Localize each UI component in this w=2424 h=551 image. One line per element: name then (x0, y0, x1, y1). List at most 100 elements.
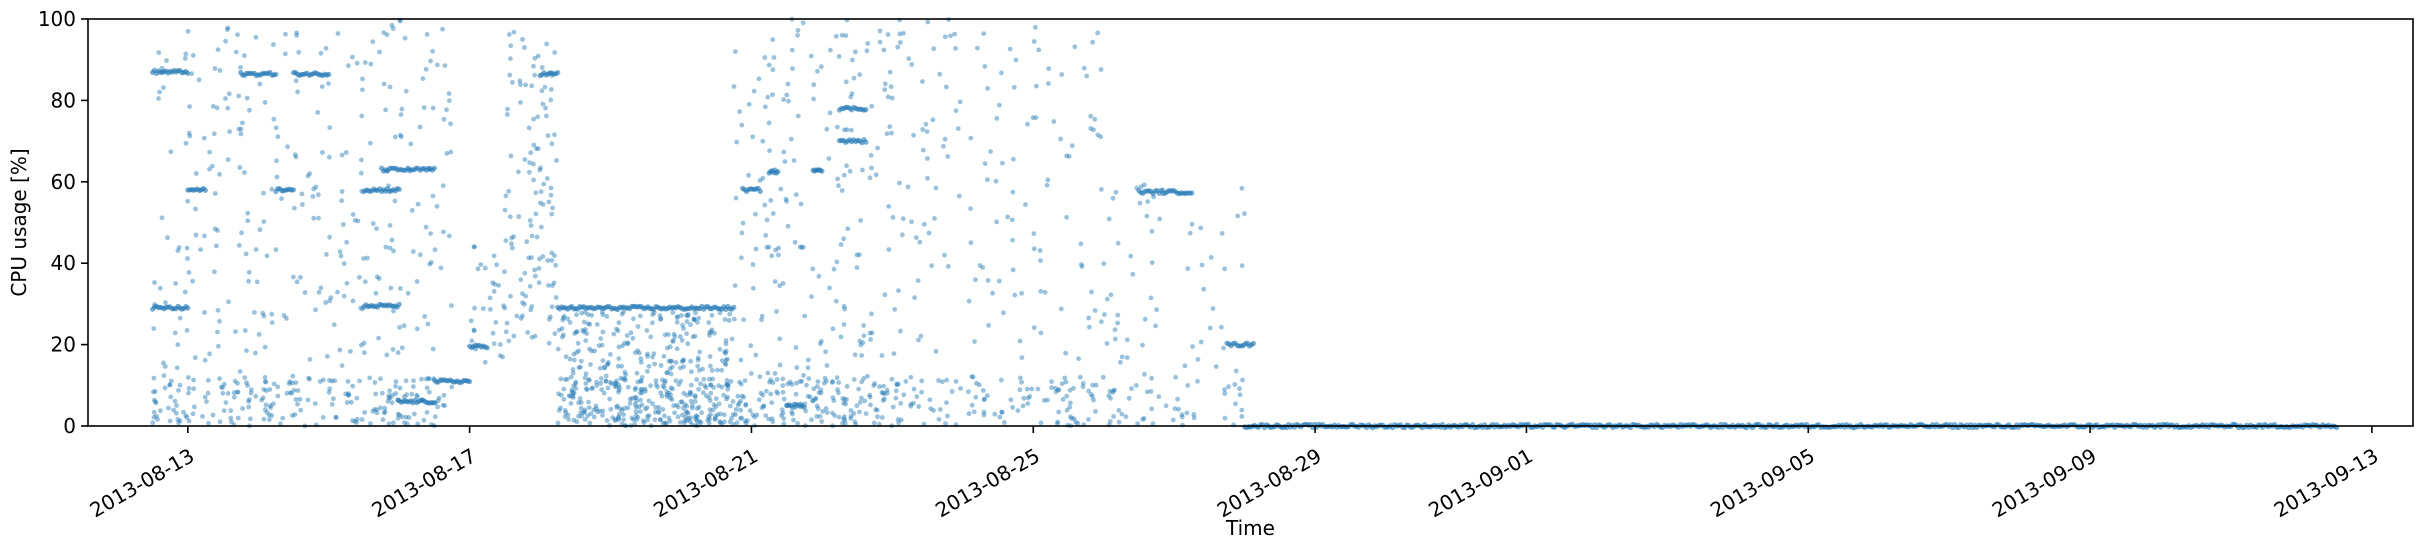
data-point (1025, 121, 1030, 127)
data-point (684, 319, 690, 324)
data-point (710, 407, 716, 413)
data-point (697, 419, 703, 424)
data-point (329, 378, 335, 384)
data-point (269, 186, 275, 192)
data-point (666, 358, 672, 364)
data-point (781, 421, 787, 427)
data-point (354, 60, 360, 66)
data-point (835, 124, 840, 130)
data-point (573, 381, 578, 387)
data-point (1221, 345, 1226, 351)
data-point (1123, 414, 1129, 420)
x-tick-label: 2013-08-29 (1213, 443, 1326, 522)
data-point (166, 405, 171, 411)
data-point (1059, 72, 1065, 77)
data-point (271, 42, 276, 47)
data-point (523, 82, 528, 88)
data-point (1049, 379, 1054, 384)
data-point (175, 342, 181, 348)
data-point (861, 333, 867, 339)
data-point (1116, 419, 1122, 425)
data-point (895, 417, 901, 422)
data-point (684, 410, 690, 415)
data-point (215, 228, 220, 233)
data-point (830, 380, 835, 385)
data-point (843, 79, 849, 85)
data-point (727, 419, 733, 425)
data-point (220, 390, 226, 396)
data-point (588, 411, 594, 416)
data-point (260, 395, 266, 401)
data-point (1102, 312, 1107, 317)
data-point (546, 199, 552, 205)
data-point (763, 388, 769, 394)
data-point (731, 316, 737, 322)
data-point (1145, 199, 1151, 205)
data-point (548, 97, 554, 103)
data-point (639, 402, 645, 408)
data-point (787, 379, 793, 385)
data-point (844, 163, 849, 169)
data-point (805, 365, 811, 371)
data-point (956, 193, 962, 199)
data-point (235, 415, 241, 421)
data-point (715, 367, 720, 373)
data-point (217, 419, 223, 425)
data-point (723, 348, 729, 354)
data-point (613, 381, 619, 386)
data-point (328, 295, 334, 301)
data-point (523, 293, 529, 299)
data-point (908, 403, 914, 409)
data-point (583, 327, 588, 332)
data-point (785, 223, 791, 229)
data-point (210, 412, 216, 418)
data-point (587, 346, 592, 352)
data-point (970, 374, 976, 380)
data-point (945, 154, 951, 159)
data-point (1207, 325, 1213, 331)
data-point (1226, 384, 1231, 390)
data-point (175, 417, 181, 422)
data-point (482, 359, 488, 365)
data-point (246, 397, 252, 402)
data-point (835, 387, 840, 392)
data-point (708, 329, 714, 335)
data-point (665, 332, 671, 337)
data-point (284, 390, 290, 396)
data-point (1116, 407, 1122, 413)
data-point (333, 415, 339, 420)
data-point (664, 370, 669, 376)
data-point (859, 379, 865, 385)
data-point (261, 190, 266, 196)
data-point (561, 397, 567, 402)
data-point (1219, 324, 1224, 330)
data-point (931, 408, 936, 413)
data-point (522, 157, 528, 162)
data-point (262, 407, 268, 413)
data-point (186, 130, 192, 136)
data-point (685, 410, 691, 416)
data-point (686, 416, 691, 421)
data-point (574, 350, 580, 355)
data-point (1191, 412, 1197, 417)
data-point (344, 400, 350, 405)
data-point (708, 382, 714, 388)
data-point (302, 290, 308, 295)
data-point (172, 330, 178, 336)
data-point (830, 379, 835, 384)
data-point (374, 407, 380, 412)
data-point (570, 370, 576, 376)
data-point (472, 244, 477, 250)
data-point (253, 34, 259, 40)
data-point (838, 242, 844, 247)
data-point (872, 381, 878, 386)
data-point (948, 33, 953, 39)
data-point (657, 417, 663, 422)
data-point (858, 218, 863, 223)
data-point (659, 393, 665, 399)
data-point (1195, 378, 1200, 384)
data-point (424, 385, 430, 391)
data-point (1089, 289, 1094, 295)
data-point (607, 380, 613, 385)
data-point (797, 244, 803, 250)
